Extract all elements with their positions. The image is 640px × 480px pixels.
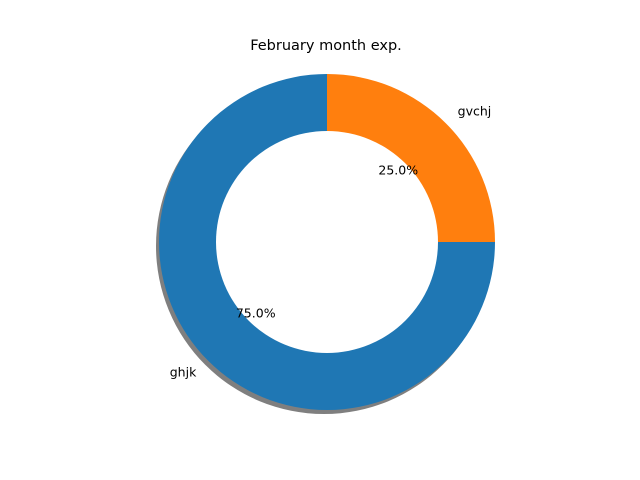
slice-percent-label-2: 25.0% — [378, 163, 418, 178]
slice-category-label: ghjk — [170, 365, 197, 380]
pie-labels: ghjk 75.0% gvchj 25.0% — [170, 103, 492, 379]
donut-hole — [216, 131, 438, 353]
slice-percent-label: 75.0% — [236, 305, 276, 320]
chart-title: February month exp. — [250, 38, 402, 54]
slice-category-label-2: gvchj — [458, 103, 492, 118]
